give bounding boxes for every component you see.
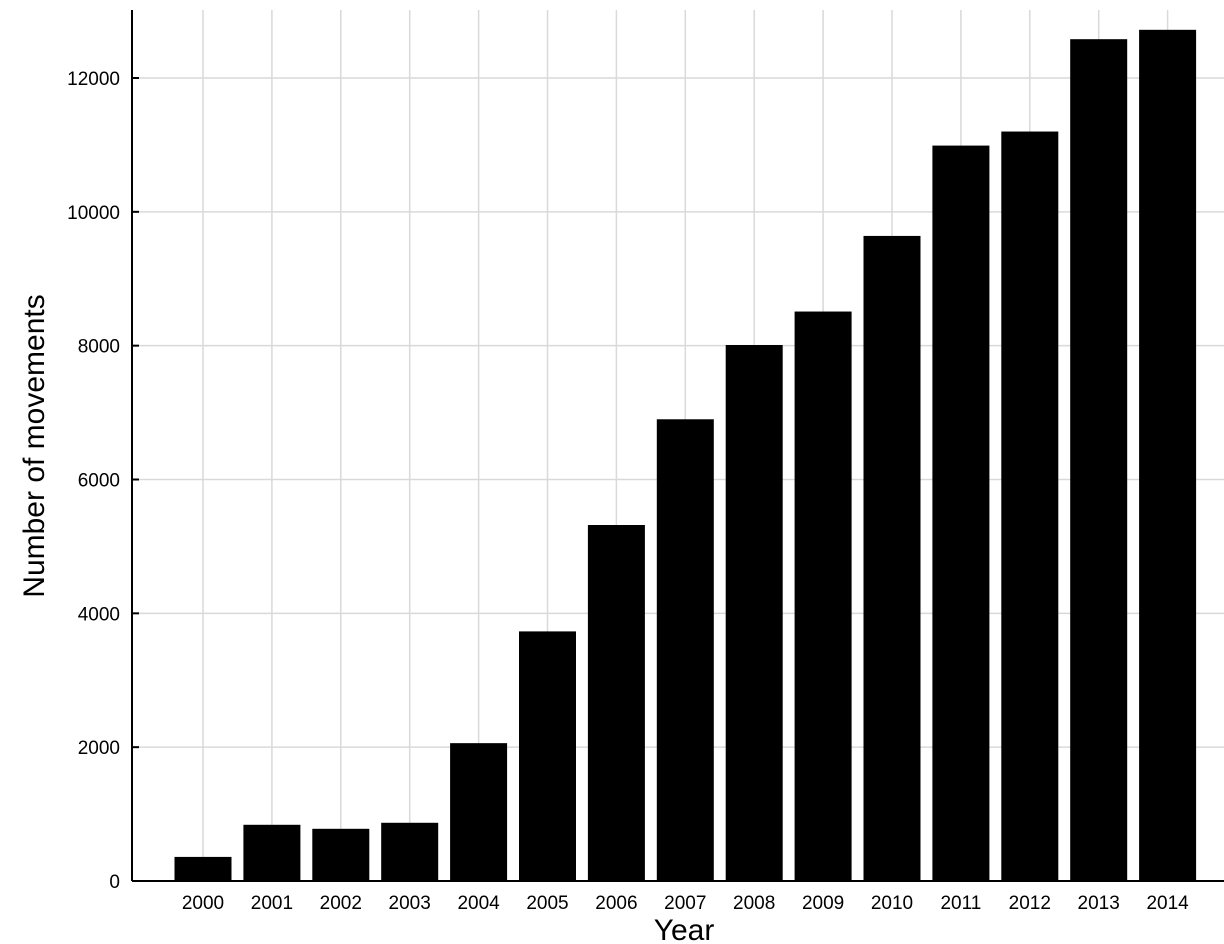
y-axis-title: Number of movements: [18, 294, 51, 597]
x-tick-label: 2011: [940, 893, 981, 914]
x-tick-label: 2004: [457, 893, 500, 914]
x-tick-label: 2008: [733, 893, 775, 914]
y-tick-label: 12000: [67, 69, 120, 90]
x-tick-label: 2003: [389, 893, 431, 914]
bar-2000: [174, 856, 232, 881]
bar-2006: [587, 525, 645, 881]
y-tick-labels: 0 2000 4000 6000 8000 10000 12000: [67, 69, 120, 893]
bar-2004: [450, 743, 508, 881]
x-tick-label: 2000: [182, 893, 224, 914]
bar-2003: [381, 822, 439, 881]
x-tick-label: 2007: [664, 893, 706, 914]
bar-2012: [1001, 131, 1059, 882]
x-tick-label: 2001: [251, 893, 293, 914]
axes: [131, 10, 1224, 882]
bar-2008: [725, 344, 783, 881]
bar-2014: [1139, 29, 1197, 881]
x-tick-label: 2013: [1078, 893, 1120, 914]
y-tick-label: 2000: [78, 738, 120, 759]
bar-2013: [1070, 39, 1128, 881]
bar-2010: [863, 235, 921, 881]
y-tick-label: 0: [109, 872, 120, 893]
x-tick-label: 2005: [526, 893, 568, 914]
x-tick-labels: 2000 2001 2002 2003 2004 2005 2006 2007 2008 2009…: [182, 893, 1189, 914]
x-tick-label: 2002: [320, 893, 362, 914]
x-tick-label: 2009: [802, 893, 844, 914]
bar-2002: [312, 828, 370, 881]
x-tick-label: 2006: [595, 893, 637, 914]
bar-2001: [243, 824, 301, 881]
y-tick-label: 10000: [67, 203, 120, 224]
x-tick-label: 2014: [1146, 893, 1189, 914]
x-tick-label: 2010: [871, 893, 913, 914]
y-tick-label: 4000: [78, 604, 120, 625]
bars: [174, 29, 1197, 882]
bar-2007: [656, 419, 714, 881]
bar-2009: [794, 311, 852, 881]
bar-2011: [932, 145, 990, 882]
x-tick-label: 2012: [1009, 893, 1051, 914]
y-tick-label: 6000: [78, 471, 120, 492]
y-tick-label: 8000: [78, 337, 120, 358]
bar-2005: [519, 631, 576, 881]
x-axis-title: Year: [654, 914, 715, 944]
